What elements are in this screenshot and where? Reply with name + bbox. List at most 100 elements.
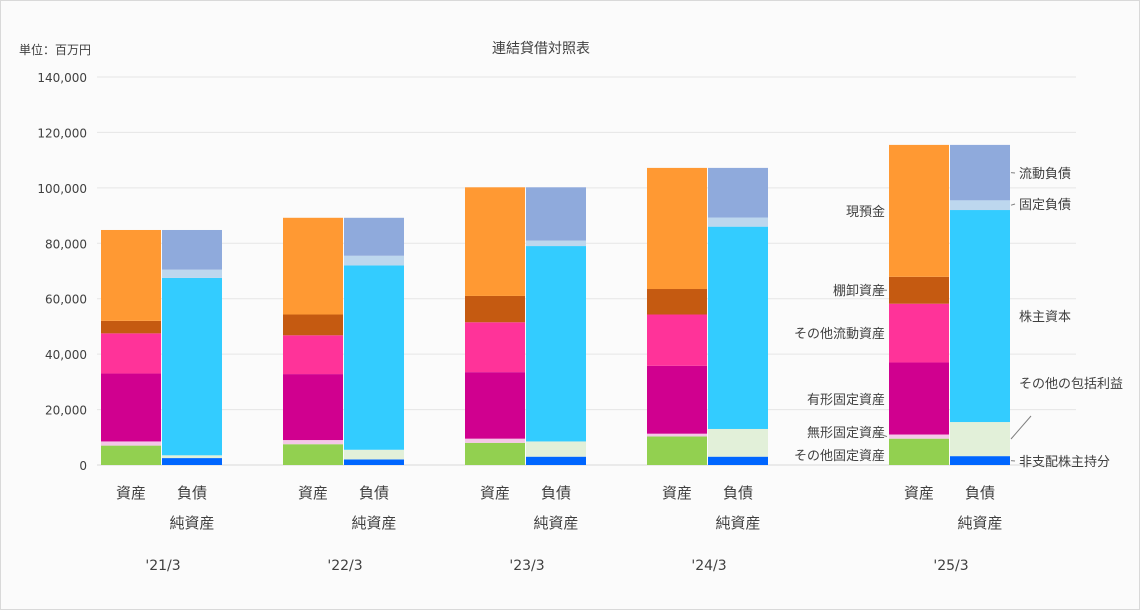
y-tick-label: 0 [79,459,87,473]
asset-bar-segment-other_fixed [647,436,707,465]
asset-bar-segment-tangible [465,372,525,439]
asset-bar-segment-intangible [101,441,161,445]
legend-label-tangible: 有形固定資産 [807,392,885,408]
liability-bar-label: 負債 [541,484,571,502]
asset-bar-segment-tangible [647,366,707,434]
liability-bar-segment-minority [344,459,404,465]
year-label: '24/3 [691,558,726,574]
y-tick-label: 120,000 [37,126,87,140]
year-label: '25/3 [933,558,968,574]
asset-bar-segment-intangible [283,440,343,444]
legend-label-intangible: 無形固定資産 [807,425,885,441]
y-tick-label: 80,000 [45,237,87,251]
liability-bar-segment-aoci [344,450,404,460]
year-label: '21/3 [145,558,180,574]
liability-bar-segment-fixed_liab [162,270,222,278]
net-assets-bar-label: 純資産 [169,514,214,532]
legend-label-other_current: その他流動資産 [794,326,885,342]
y-tick-label: 40,000 [45,348,87,362]
legend-label-equity: 株主資本 [1019,310,1071,325]
liability-bar-segment-current_liab [344,218,404,256]
asset-bar-segment-other_current [647,315,707,366]
liability-bar-segment-current_liab [708,168,768,218]
asset-bar-segment-other_current [101,333,161,373]
liability-bar-label: 負債 [965,484,995,502]
legend-label-current_liab: 流動負債 [1019,167,1071,182]
asset-bar-segment-intangible [647,434,707,437]
legend-label-minority: 非支配株主持分 [1019,455,1110,470]
asset-bar-segment-other_current [283,335,343,374]
liability-bar-segment-minority [708,457,768,465]
year-label: '23/3 [509,558,544,574]
liability-bar-segment-aoci [162,455,222,458]
liability-bar-segment-current_liab [162,230,222,270]
asset-bar-segment-other_fixed [465,443,525,465]
net-assets-bar-label: 純資産 [715,514,760,532]
legend-label-aoci: その他の包括利益 [1019,377,1123,392]
asset-bar-segment-cash [647,168,707,289]
liability-bar-segment-minority [950,456,1010,465]
y-tick-label: 60,000 [45,293,87,307]
net-assets-bar-label: 純資産 [957,514,1002,532]
asset-bar-segment-tangible [889,362,949,434]
asset-bar-segment-intangible [465,439,525,443]
liability-bar-segment-minority [162,458,222,465]
legend-label-fixed_liab: 固定負債 [1019,198,1071,213]
leader-line-fixed_liab [1011,204,1015,205]
liability-bar-segment-fixed_liab [950,200,1010,210]
net-assets-bar-label: 純資産 [351,514,396,532]
liability-bar-segment-equity [708,227,768,429]
liability-bar-segment-aoci [950,422,1010,456]
liability-bar-label: 負債 [723,484,753,502]
legend-label-other_fixed: その他固定資産 [794,448,885,464]
asset-bar-segment-cash [101,230,161,321]
asset-bar-segment-other_current [465,322,525,372]
liability-bar-segment-fixed_liab [708,218,768,227]
liability-bar-segment-current_liab [950,145,1010,200]
y-tick-label: 20,000 [45,404,87,418]
liability-bar-segment-minority [526,457,586,465]
bars [101,145,1010,465]
asset-bar-segment-cash [283,218,343,315]
liability-bar-segment-equity [344,265,404,449]
liability-bar-segment-equity [162,278,222,455]
chart-title: 連結貸借対照表 [492,41,590,57]
net-assets-bar-label: 純資産 [533,514,578,532]
asset-bar-segment-other_current [889,304,949,363]
asset-bar-segment-other_fixed [889,439,949,465]
asset-bar-segment-tangible [283,374,343,440]
asset-bar-segment-other_fixed [283,444,343,465]
asset-bar-label: 資産 [662,484,692,502]
asset-bar-label: 資産 [298,484,328,502]
liability-bar-segment-fixed_liab [344,256,404,266]
liability-bar-segment-fixed_liab [526,241,586,247]
y-tick-label: 100,000 [37,182,87,196]
asset-bar-segment-inventory [465,296,525,322]
unit-label: 単位：百万円 [19,42,91,57]
asset-bar-segment-inventory [283,315,343,336]
legend-label-inventory: 棚卸資産 [833,283,885,299]
y-tick-label: 140,000 [37,71,87,85]
asset-bar-label: 資産 [480,484,510,502]
asset-bar-segment-inventory [889,277,949,304]
liability-bar-label: 負債 [359,484,389,502]
asset-bar-label: 資産 [116,484,146,502]
liability-bar-segment-equity [526,246,586,441]
asset-bar-segment-inventory [101,321,161,333]
year-label: '22/3 [327,558,362,574]
liability-bar-segment-aoci [526,441,586,456]
liability-bar-segment-aoci [708,429,768,457]
y-axis: 0 20,000 40,000 60,000 80,000 100,000 120,000 1… [37,71,87,473]
asset-bar-segment-other_fixed [101,446,161,465]
asset-bar-segment-cash [889,145,949,277]
liability-bar-segment-current_liab [526,187,586,240]
liability-bar-label: 負債 [177,484,207,502]
legend-label-cash: 現預金 [846,204,885,220]
leader-line-aoci [1011,416,1031,439]
asset-bar-segment-cash [465,187,525,296]
asset-bar-segment-intangible [889,435,949,439]
asset-bar-segment-tangible [101,374,161,442]
